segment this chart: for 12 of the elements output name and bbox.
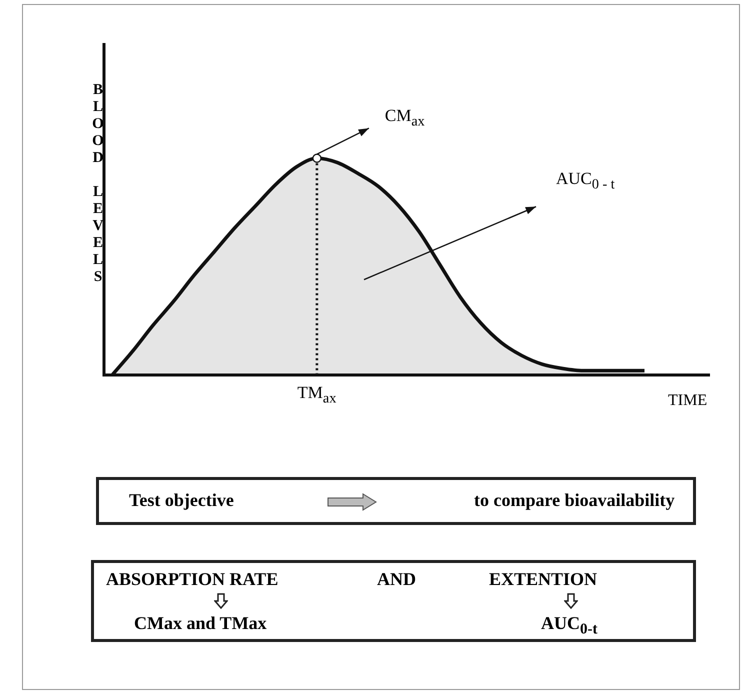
text: AUC$_{0-t}$ — [541, 613, 598, 639]
text: CMax and TMax — [134, 613, 267, 634]
text: EXTENTION — [489, 569, 598, 590]
text: AND — [377, 569, 416, 590]
text: TM$_{ax}$ — [297, 383, 336, 408]
text: CM$_{ax}$ — [384, 106, 425, 131]
x-axis-title: TIME — [668, 392, 708, 410]
text: to compare bioavailability — [474, 490, 675, 511]
annotation: AUC$_{0 - t}$ — [556, 168, 615, 193]
y-axis-title: BLOOD LEVELS — [89, 82, 107, 286]
text: Test objective — [129, 490, 234, 511]
text: ABSORPTION RATE — [106, 569, 278, 590]
